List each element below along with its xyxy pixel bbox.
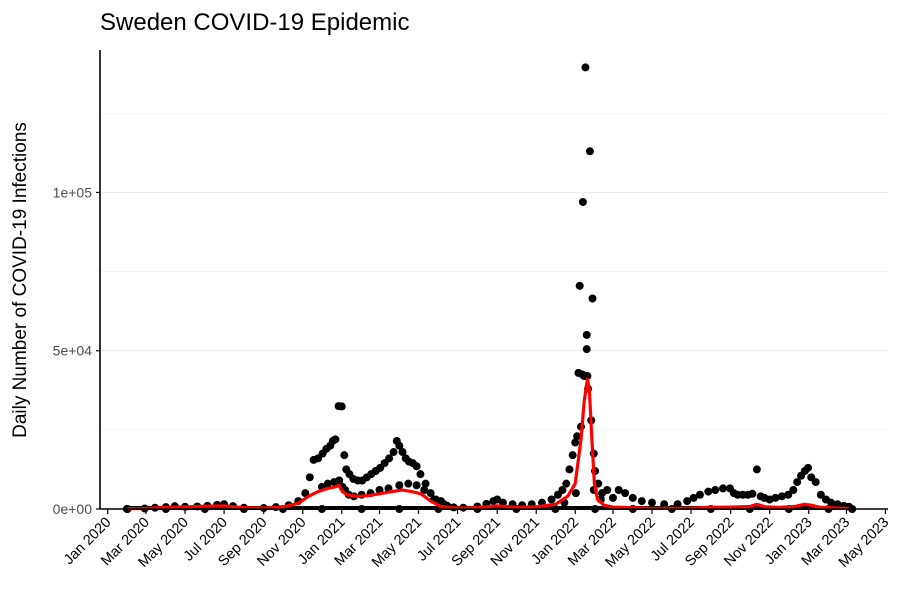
data-point [571, 438, 580, 447]
y-axis-ticks: 0e+00 5e+04 1e+05 [53, 184, 100, 517]
data-point [582, 345, 591, 354]
data-points [122, 63, 857, 513]
gridlines [100, 112, 888, 431]
data-point [305, 473, 314, 482]
data-point [608, 493, 617, 502]
data-point [404, 479, 413, 488]
data-point [385, 454, 394, 463]
chart-title: Sweden COVID-19 Epidemic [100, 9, 409, 36]
data-point [331, 435, 340, 444]
data-point [748, 489, 757, 498]
smoothed-lines [127, 377, 850, 511]
data-point [395, 481, 404, 490]
data-point [578, 197, 587, 206]
y-tick-label: 5e+04 [53, 343, 93, 359]
data-point [695, 490, 704, 499]
y-axis-label: Daily Number of COVID-19 Infections [10, 122, 31, 438]
data-point [412, 481, 421, 490]
data-point [582, 330, 591, 339]
data-point [395, 441, 404, 450]
data-point [340, 451, 349, 460]
data-point [562, 479, 571, 488]
data-point [420, 486, 429, 495]
data-point [752, 465, 761, 474]
data-point [426, 489, 435, 498]
data-point [412, 462, 421, 471]
data-point [647, 498, 656, 507]
data-point [621, 489, 630, 498]
data-point [793, 478, 802, 487]
smoothed-series-line [127, 377, 850, 511]
data-point [565, 465, 574, 474]
data-point [784, 490, 793, 499]
data-point [421, 479, 430, 488]
y-tick-label: 0e+00 [53, 501, 93, 517]
data-point [603, 486, 612, 495]
data-point [323, 479, 332, 488]
data-point [628, 493, 637, 502]
data-point [789, 486, 798, 495]
data-point [573, 432, 582, 441]
data-point [711, 486, 720, 495]
data-point [571, 489, 580, 498]
data-point [588, 294, 597, 303]
data-point [704, 487, 713, 496]
data-point [718, 484, 727, 493]
data-point [568, 451, 577, 460]
data-point [804, 463, 813, 472]
data-point [614, 486, 623, 495]
data-point [771, 493, 780, 502]
data-point [575, 281, 584, 290]
data-point [585, 147, 594, 156]
data-point [777, 492, 786, 501]
data-point [398, 448, 407, 457]
data-point [416, 470, 425, 479]
y-tick-label: 1e+05 [53, 184, 93, 200]
data-point [683, 497, 692, 506]
data-point [301, 489, 310, 498]
data-point [816, 490, 825, 499]
data-point [583, 372, 592, 381]
data-point [389, 448, 398, 457]
data-point [337, 402, 346, 411]
data-point [547, 495, 556, 504]
data-point [581, 63, 590, 72]
data-point [827, 498, 836, 507]
data-point [637, 497, 646, 506]
data-point [558, 486, 567, 495]
data-point [811, 478, 820, 487]
data-point [689, 493, 698, 502]
data-point [335, 476, 344, 485]
